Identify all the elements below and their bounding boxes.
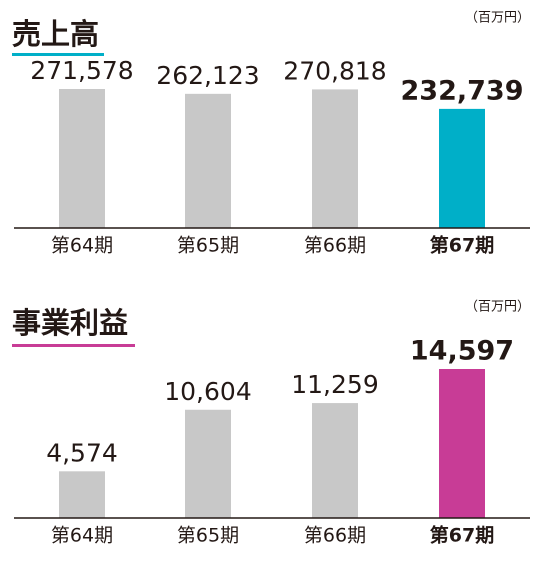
value-label: 271,578	[30, 56, 133, 85]
chart-title: 売上高	[12, 17, 99, 51]
value-label: 14,597	[410, 336, 514, 367]
x-tick-label: 第67期	[430, 234, 494, 257]
unit-label: （百万円）	[465, 11, 530, 26]
bar	[185, 93, 231, 228]
x-tick-label: 第65期	[177, 525, 239, 547]
x-tick-label: 第66期	[304, 235, 366, 257]
chart-title: 事業利益	[12, 306, 128, 340]
value-label: 10,604	[164, 377, 251, 406]
bar	[439, 108, 485, 228]
chart: 事業利益 （百万円） 4,574 第64期 10,604 第65期 11,259 第66期 14…	[12, 300, 530, 547]
bar	[439, 369, 485, 518]
value-label: 11,259	[291, 370, 378, 399]
value-label: 262,123	[156, 61, 259, 90]
bar	[59, 89, 105, 228]
bar	[59, 471, 105, 518]
x-tick-label: 第64期	[51, 525, 113, 547]
title-underline	[12, 344, 135, 347]
bar	[312, 403, 358, 518]
value-label: 232,739	[401, 75, 524, 106]
title-underline	[12, 53, 104, 56]
value-label: 4,574	[46, 438, 118, 467]
bar	[312, 89, 358, 229]
x-tick-label: 第66期	[304, 525, 366, 547]
unit-label: （百万円）	[465, 300, 530, 315]
x-tick-label: 第65期	[177, 235, 239, 257]
x-tick-label: 第64期	[51, 235, 113, 257]
bar	[185, 409, 231, 518]
chart: 売上高 （百万円） 271,578 第64期 262,123 第65期 270,818 第66…	[12, 11, 530, 257]
value-label: 270,818	[283, 56, 386, 85]
x-tick-label: 第67期	[430, 524, 494, 547]
